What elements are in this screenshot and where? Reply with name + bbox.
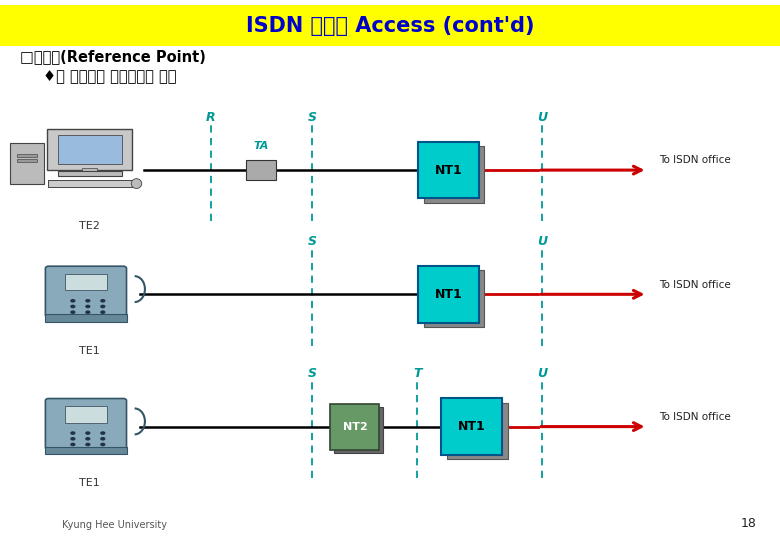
Text: TE1: TE1 <box>80 346 100 356</box>
Text: □참조점(Reference Point): □참조점(Reference Point) <box>20 49 205 64</box>
Circle shape <box>70 443 76 446</box>
FancyBboxPatch shape <box>418 141 479 198</box>
Text: Kyung Hee University: Kyung Hee University <box>62 520 168 530</box>
Circle shape <box>85 437 90 441</box>
Text: 18: 18 <box>741 517 757 530</box>
Circle shape <box>70 305 76 308</box>
FancyBboxPatch shape <box>335 407 384 453</box>
Circle shape <box>100 431 105 435</box>
Text: NT1: NT1 <box>434 288 463 301</box>
FancyBboxPatch shape <box>441 399 502 455</box>
FancyBboxPatch shape <box>246 160 276 180</box>
Text: U: U <box>537 235 547 248</box>
Text: NT2: NT2 <box>342 422 367 431</box>
Circle shape <box>85 443 90 446</box>
FancyBboxPatch shape <box>66 406 107 423</box>
FancyBboxPatch shape <box>47 129 133 170</box>
Circle shape <box>85 305 90 308</box>
FancyBboxPatch shape <box>16 159 37 163</box>
Text: T: T <box>413 367 421 380</box>
Circle shape <box>85 299 90 302</box>
Text: ISDN 가입자 Access (cont'd): ISDN 가입자 Access (cont'd) <box>246 16 534 36</box>
FancyBboxPatch shape <box>9 143 44 184</box>
FancyBboxPatch shape <box>44 314 127 321</box>
FancyBboxPatch shape <box>82 167 98 171</box>
Text: U: U <box>537 367 547 380</box>
Text: TA: TA <box>254 141 269 151</box>
Circle shape <box>100 299 105 302</box>
Text: NT1: NT1 <box>434 164 463 177</box>
Circle shape <box>70 437 76 441</box>
Text: S: S <box>307 111 317 124</box>
Text: TE2: TE2 <box>80 221 100 232</box>
FancyBboxPatch shape <box>58 135 122 164</box>
Circle shape <box>85 310 90 314</box>
FancyBboxPatch shape <box>331 404 379 449</box>
Ellipse shape <box>131 179 142 188</box>
Circle shape <box>100 310 105 314</box>
Circle shape <box>85 431 90 435</box>
Circle shape <box>100 305 105 308</box>
FancyBboxPatch shape <box>45 399 126 449</box>
Circle shape <box>100 437 105 441</box>
Text: To ISDN office: To ISDN office <box>659 280 731 289</box>
FancyBboxPatch shape <box>58 171 122 176</box>
FancyBboxPatch shape <box>447 403 508 459</box>
Text: NT1: NT1 <box>458 420 486 433</box>
FancyBboxPatch shape <box>66 274 107 291</box>
Text: To ISDN office: To ISDN office <box>659 412 731 422</box>
Text: ♦각 요소간의 인터페이스 구분: ♦각 요소간의 인터페이스 구분 <box>43 69 176 84</box>
FancyBboxPatch shape <box>0 5 780 46</box>
Text: R: R <box>206 111 215 124</box>
Text: TE1: TE1 <box>80 478 100 488</box>
FancyBboxPatch shape <box>16 154 37 157</box>
Circle shape <box>70 431 76 435</box>
FancyBboxPatch shape <box>48 180 132 187</box>
Text: U: U <box>537 111 547 124</box>
Circle shape <box>70 299 76 302</box>
Circle shape <box>100 443 105 446</box>
FancyBboxPatch shape <box>45 266 126 317</box>
Text: S: S <box>307 367 317 380</box>
Text: S: S <box>307 235 317 248</box>
FancyBboxPatch shape <box>44 447 127 454</box>
Circle shape <box>70 310 76 314</box>
Text: To ISDN office: To ISDN office <box>659 156 731 165</box>
FancyBboxPatch shape <box>418 266 479 322</box>
FancyBboxPatch shape <box>424 270 484 327</box>
FancyBboxPatch shape <box>424 146 484 202</box>
